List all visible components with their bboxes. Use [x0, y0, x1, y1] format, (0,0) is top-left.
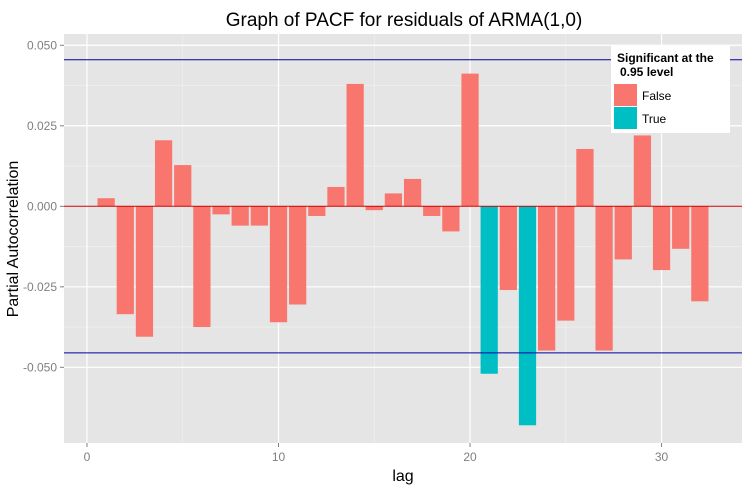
x-axis-ticks: 0 10 20 30 — [84, 443, 669, 464]
bar-lag-12 — [308, 206, 326, 216]
legend-label-true: True — [642, 112, 667, 126]
y-tick-label: -0.025 — [23, 280, 57, 294]
legend-title-line1: Significant at the — [617, 51, 714, 65]
bar-lag-30 — [652, 206, 671, 271]
bar-lag-22 — [499, 206, 517, 291]
bar-lag-7 — [212, 206, 230, 215]
bar-lag-31 — [672, 206, 690, 249]
bar-lag-32 — [691, 206, 709, 302]
bar-lag-21 — [480, 206, 498, 374]
bar-lag-8 — [231, 206, 249, 226]
bar-lag-15 — [365, 206, 383, 211]
bar-lag-27 — [595, 206, 613, 351]
bar-lag-5 — [174, 165, 192, 207]
legend-label-false: False — [642, 89, 672, 103]
bar-lag-26 — [576, 148, 594, 207]
bars-group — [97, 73, 709, 426]
bar-lag-13 — [327, 186, 345, 207]
y-tick-label: 0.000 — [27, 199, 57, 213]
bar-lag-23 — [518, 206, 537, 426]
bar-lag-11 — [289, 206, 307, 305]
bar-lag-3 — [135, 206, 154, 337]
x-axis-title: lag — [392, 468, 413, 485]
chart-title: Graph of PACF for residuals of ARMA(1,0) — [226, 10, 583, 31]
bar-lag-28 — [614, 206, 632, 260]
y-tick-label: 0.050 — [27, 38, 57, 52]
bar-lag-4 — [154, 140, 173, 207]
bar-lag-20 — [461, 73, 479, 207]
bar-lag-29 — [633, 135, 652, 207]
bar-lag-25 — [557, 206, 575, 321]
y-axis-title: Partial Autocorrelation — [5, 161, 22, 318]
bar-lag-10 — [269, 206, 288, 323]
bar-lag-24 — [538, 206, 556, 351]
y-tick-label: 0.025 — [27, 119, 57, 133]
bar-lag-2 — [116, 206, 134, 315]
bar-lag-1 — [97, 198, 115, 207]
bar-lag-6 — [193, 206, 211, 328]
legend: Significant at the 0.95 level False True — [611, 45, 730, 133]
y-axis-ticks: -0.050 -0.025 0.000 0.025 0.050 — [23, 38, 64, 374]
bar-lag-16 — [384, 193, 403, 207]
x-tick-label: 30 — [655, 450, 669, 464]
x-tick-label: 10 — [272, 450, 286, 464]
bar-lag-14 — [346, 83, 364, 207]
bar-lag-18 — [423, 206, 441, 216]
legend-title-line2: 0.95 level — [620, 65, 673, 79]
y-tick-label: -0.050 — [23, 360, 57, 374]
x-tick-label: 0 — [84, 450, 91, 464]
bar-lag-17 — [403, 178, 422, 207]
legend-swatch-true — [614, 107, 637, 129]
bar-lag-19 — [442, 206, 460, 232]
x-tick-label: 20 — [463, 450, 477, 464]
legend-swatch-false — [614, 84, 637, 106]
bar-lag-9 — [250, 206, 268, 226]
